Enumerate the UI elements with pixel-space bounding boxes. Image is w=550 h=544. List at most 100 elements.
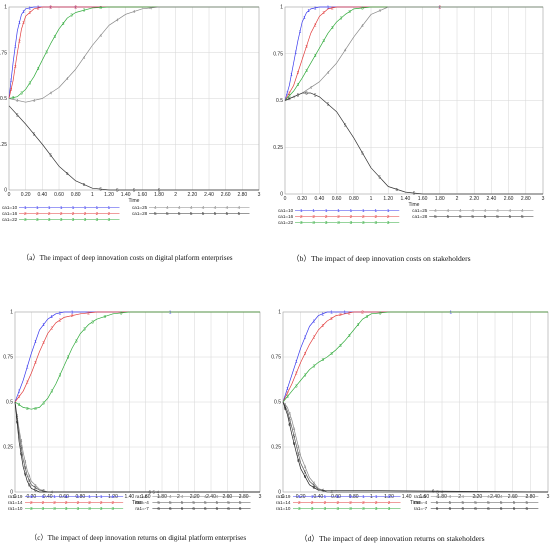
legend-marker: 5 [239, 500, 242, 505]
legend-label: ca1=16 [2, 211, 18, 216]
series-line-3 [284, 6, 543, 101]
series-marker: 4 [16, 413, 19, 418]
series-marker: 4 [361, 23, 364, 28]
legend-marker: 6 [157, 506, 160, 511]
series-marker: 5 [297, 452, 300, 457]
caption-d: （d）The impact of deep innovation returns… [300, 534, 485, 543]
series-marker: 2 [22, 20, 25, 25]
x-tick-label: 1.20 [108, 494, 118, 500]
legend-label: ra1=19 [8, 494, 23, 499]
legend-marker: 5 [459, 214, 462, 219]
series-marker: 4 [24, 459, 27, 464]
legend-marker: 5 [169, 500, 172, 505]
x-tick-label: 2.80 [237, 192, 247, 198]
legend-label: ra1=0 [135, 494, 147, 499]
legend-marker: 4 [496, 208, 499, 213]
legend-marker: 6 [227, 506, 230, 511]
series-marker: 3 [70, 13, 73, 18]
series-line-2 [282, 311, 548, 403]
legend-marker: 4 [190, 205, 193, 210]
legend-marker: 3 [325, 220, 328, 225]
series-marker: 5 [396, 187, 399, 192]
x-tick-label: 2.80 [521, 196, 531, 202]
legend-label: ra1=10 [276, 506, 291, 511]
x-tick-label: 1.80 [157, 494, 167, 500]
legend-marker: 1 [350, 208, 353, 213]
y-tick-label: 0.5 [276, 98, 283, 104]
x-tick-label: 0.20 [26, 494, 36, 500]
legend-marker: 6 [449, 506, 452, 511]
legend-marker: 5 [178, 211, 181, 216]
series-marker: 3 [20, 91, 23, 96]
legend-marker: 3 [100, 506, 103, 511]
x-tick-label: 2.20 [472, 494, 482, 500]
series-marker: 3 [322, 38, 325, 43]
series-marker: 2 [321, 323, 324, 328]
series-marker: 3 [304, 373, 307, 378]
series-marker: 2 [50, 326, 53, 331]
chart-panel-c: 0 0.20 0.40 0.60 0.80 1 1.20 1.40 1.60 1.80 2 2.20 2… [0, 305, 270, 531]
legend-marker: 5 [436, 500, 439, 505]
legend-marker: 4 [521, 208, 524, 213]
x-tick-label: 1.40 [401, 196, 411, 202]
series-marker: 1 [50, 314, 53, 319]
series-marker: 3 [366, 314, 369, 319]
series-marker: 4 [83, 55, 86, 60]
series-marker: 3 [37, 66, 40, 71]
legend-marker: 6 [204, 506, 207, 511]
series-marker: 5 [305, 91, 308, 96]
series-marker: 5 [378, 175, 381, 180]
legend-label: ca1=10 [278, 208, 294, 213]
legend-marker: 2 [96, 211, 99, 216]
series-line-3 [14, 311, 260, 410]
series-marker: 5 [313, 483, 316, 488]
legend-marker: 4 [227, 494, 230, 499]
legend-label: ca1=22 [278, 220, 294, 225]
legend-label: ra1=-4 [135, 500, 149, 505]
legend-marker: 3 [298, 506, 301, 511]
legend-marker: 5 [227, 500, 230, 505]
series-marker: 1 [18, 389, 21, 394]
series-marker: 1 [344, 310, 347, 315]
series-marker: 2 [322, 10, 325, 15]
y-tick-label: 1 [4, 5, 7, 11]
series-marker: 1 [299, 29, 302, 34]
y-tick-label: 0.75 [3, 355, 13, 361]
series-marker: 3 [313, 364, 316, 369]
legend-label: ra1=10 [8, 506, 23, 511]
series-marker: 3 [330, 351, 333, 356]
series-marker: 4 [20, 438, 23, 443]
series-marker: 2 [330, 316, 333, 321]
legend-marker: 5 [204, 500, 207, 505]
x-axis-label: Time [410, 500, 421, 506]
x-tick-label: 0.60 [331, 494, 341, 500]
legend-marker: 2 [324, 500, 327, 505]
legend-marker: 5 [521, 214, 524, 219]
legend-marker: 4 [449, 494, 452, 499]
legend-marker: 4 [459, 208, 462, 213]
series-marker: 3 [295, 383, 298, 388]
x-tick-label: 2 [456, 196, 459, 202]
chart-svg: 0 0.20 0.40 0.60 0.80 1 1.20 1.40 1.60 1.80 2 2.20 2… [0, 5, 261, 223]
x-tick-label: 0 [282, 494, 285, 500]
x-tick-label: 2 [458, 494, 461, 500]
legend-marker: 6 [216, 506, 219, 511]
series-marker: 2 [304, 351, 307, 356]
legend-marker: 1 [362, 494, 365, 499]
legend-label: ra1=-7 [414, 506, 428, 511]
legend-marker: 1 [24, 205, 27, 210]
series-marker: 2 [18, 38, 21, 43]
x-tick-label: 0.20 [296, 494, 306, 500]
series-marker: 3 [288, 93, 291, 98]
x-tick-label: 1 [370, 196, 373, 202]
legend-marker: 4 [181, 494, 184, 499]
legend-marker: 5 [190, 211, 193, 216]
legend-marker: 4 [238, 205, 241, 210]
x-tick-label: 1.60 [141, 494, 151, 500]
legend-marker: 3 [374, 220, 377, 225]
series-marker: 2 [313, 335, 316, 340]
series-marker: 4 [293, 427, 296, 432]
legend-marker: 4 [226, 205, 229, 210]
x-tick-label: 3 [258, 192, 261, 198]
caption-c: （c）The impact of deep innovation returns… [30, 534, 247, 542]
